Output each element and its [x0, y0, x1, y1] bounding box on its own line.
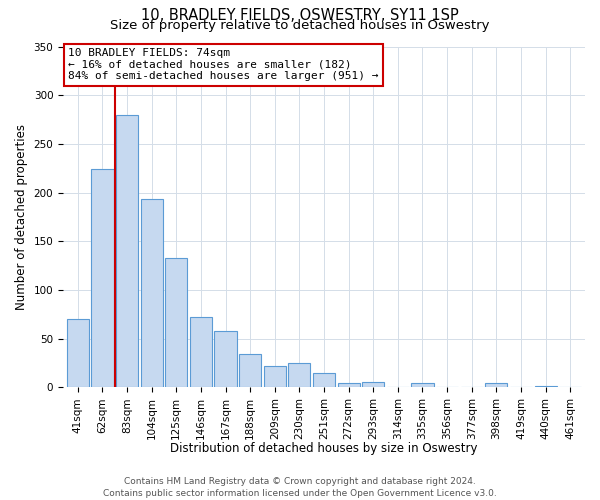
Bar	[190, 318, 212, 388]
Bar	[165, 258, 187, 388]
Bar	[313, 373, 335, 388]
Bar	[116, 114, 138, 388]
Bar	[338, 384, 360, 388]
Text: Contains HM Land Registry data © Crown copyright and database right 2024.
Contai: Contains HM Land Registry data © Crown c…	[103, 476, 497, 498]
Bar	[362, 382, 385, 388]
Y-axis label: Number of detached properties: Number of detached properties	[15, 124, 28, 310]
Bar	[140, 200, 163, 388]
Text: 10, BRADLEY FIELDS, OSWESTRY, SY11 1SP: 10, BRADLEY FIELDS, OSWESTRY, SY11 1SP	[141, 8, 459, 22]
Text: 10 BRADLEY FIELDS: 74sqm
← 16% of detached houses are smaller (182)
84% of semi-: 10 BRADLEY FIELDS: 74sqm ← 16% of detach…	[68, 48, 379, 82]
Text: Size of property relative to detached houses in Oswestry: Size of property relative to detached ho…	[110, 19, 490, 32]
Bar	[67, 319, 89, 388]
Bar	[412, 382, 434, 388]
Bar	[263, 366, 286, 388]
Bar	[239, 354, 261, 388]
Bar	[535, 386, 557, 388]
Bar	[485, 384, 508, 388]
X-axis label: Distribution of detached houses by size in Oswestry: Distribution of detached houses by size …	[170, 442, 478, 455]
Bar	[214, 331, 236, 388]
Bar	[91, 169, 113, 388]
Bar	[289, 363, 310, 388]
